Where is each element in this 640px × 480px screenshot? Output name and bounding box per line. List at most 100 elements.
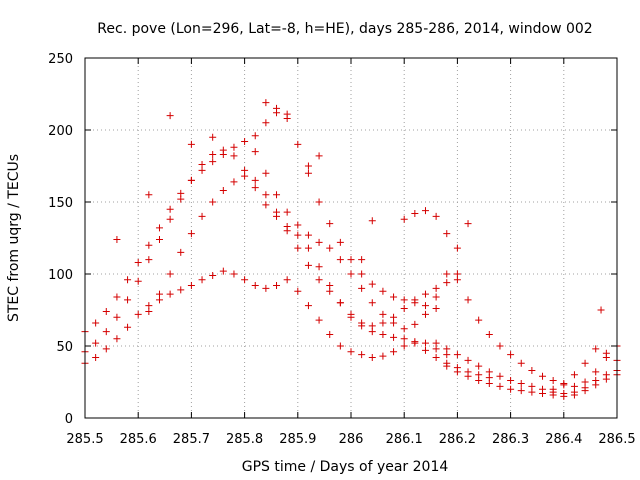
data-point (390, 293, 398, 301)
data-point (464, 296, 472, 304)
series-group (113, 99, 376, 264)
data-point (581, 359, 589, 367)
data-point (283, 208, 291, 216)
data-point (517, 387, 525, 395)
series-group (81, 146, 493, 382)
data-point (198, 166, 206, 174)
data-point (294, 231, 302, 239)
data-point (347, 256, 355, 264)
data-point (315, 263, 323, 271)
data-point (421, 346, 429, 354)
data-point (209, 271, 217, 279)
data-point (539, 372, 547, 380)
y-tick-label: 0 (65, 412, 73, 427)
data-points (81, 99, 621, 400)
data-point (400, 335, 408, 343)
data-point (241, 172, 249, 180)
data-point (187, 140, 195, 148)
data-point (134, 277, 142, 285)
y-tick-label: 50 (56, 340, 73, 355)
data-point (283, 110, 291, 118)
data-point (336, 342, 344, 350)
data-point (421, 339, 429, 347)
data-point (400, 215, 408, 223)
data-point (432, 212, 440, 220)
series-group (251, 148, 472, 333)
data-point (209, 133, 217, 141)
data-point (358, 256, 366, 264)
data-point (124, 276, 132, 284)
data-point (124, 323, 132, 331)
data-point (453, 270, 461, 278)
data-point (326, 220, 334, 228)
data-point (347, 348, 355, 356)
data-point (336, 256, 344, 264)
data-point (251, 176, 259, 184)
data-point (379, 352, 387, 360)
data-point (411, 339, 419, 347)
data-point (421, 207, 429, 215)
data-point (411, 320, 419, 328)
data-point (219, 267, 227, 275)
data-point (315, 316, 323, 324)
series-group (81, 267, 451, 367)
series-group (443, 362, 621, 400)
data-point (102, 307, 110, 315)
y-tick-label: 200 (48, 124, 73, 139)
data-point (528, 366, 536, 374)
data-point (230, 178, 238, 186)
data-point (358, 351, 366, 359)
data-point (464, 372, 472, 380)
data-point (262, 169, 270, 177)
data-point (187, 176, 195, 184)
data-point (230, 143, 238, 151)
data-point (432, 354, 440, 362)
data-point (485, 330, 493, 338)
data-point (113, 293, 121, 301)
data-point (368, 280, 376, 288)
data-point (464, 356, 472, 364)
data-point (549, 377, 557, 385)
data-point (262, 99, 270, 107)
data-point (368, 322, 376, 330)
data-point (602, 349, 610, 357)
data-point (326, 287, 334, 295)
data-point (304, 302, 312, 310)
data-point (209, 158, 217, 166)
data-point (166, 112, 174, 120)
data-point (592, 345, 600, 353)
data-point (336, 238, 344, 246)
x-axis-label: GPS time / Days of year 2014 (242, 459, 449, 475)
data-point (251, 148, 259, 156)
data-point (102, 328, 110, 336)
data-point (198, 276, 206, 284)
data-point (155, 290, 163, 298)
data-point (113, 313, 121, 321)
data-point (326, 330, 334, 338)
data-point (92, 319, 100, 327)
data-point (124, 296, 132, 304)
data-point (475, 316, 483, 324)
data-point (432, 293, 440, 301)
x-tick-label: 286.5 (598, 432, 635, 447)
x-tick-label: 286.4 (545, 432, 582, 447)
data-point (570, 371, 578, 379)
data-point (496, 372, 504, 380)
data-point (304, 169, 312, 177)
x-tick-label: 286.1 (386, 432, 423, 447)
grid-lines (85, 58, 617, 418)
data-point (560, 392, 568, 400)
data-point (432, 339, 440, 347)
data-point (379, 310, 387, 318)
data-point (432, 284, 440, 292)
data-point (209, 198, 217, 206)
data-point (443, 362, 451, 370)
data-point (453, 351, 461, 359)
data-point (262, 191, 270, 199)
data-point (262, 284, 270, 292)
data-point (496, 342, 504, 350)
data-point (177, 286, 185, 294)
x-tick-label: 286 (339, 432, 364, 447)
data-point (475, 362, 483, 370)
